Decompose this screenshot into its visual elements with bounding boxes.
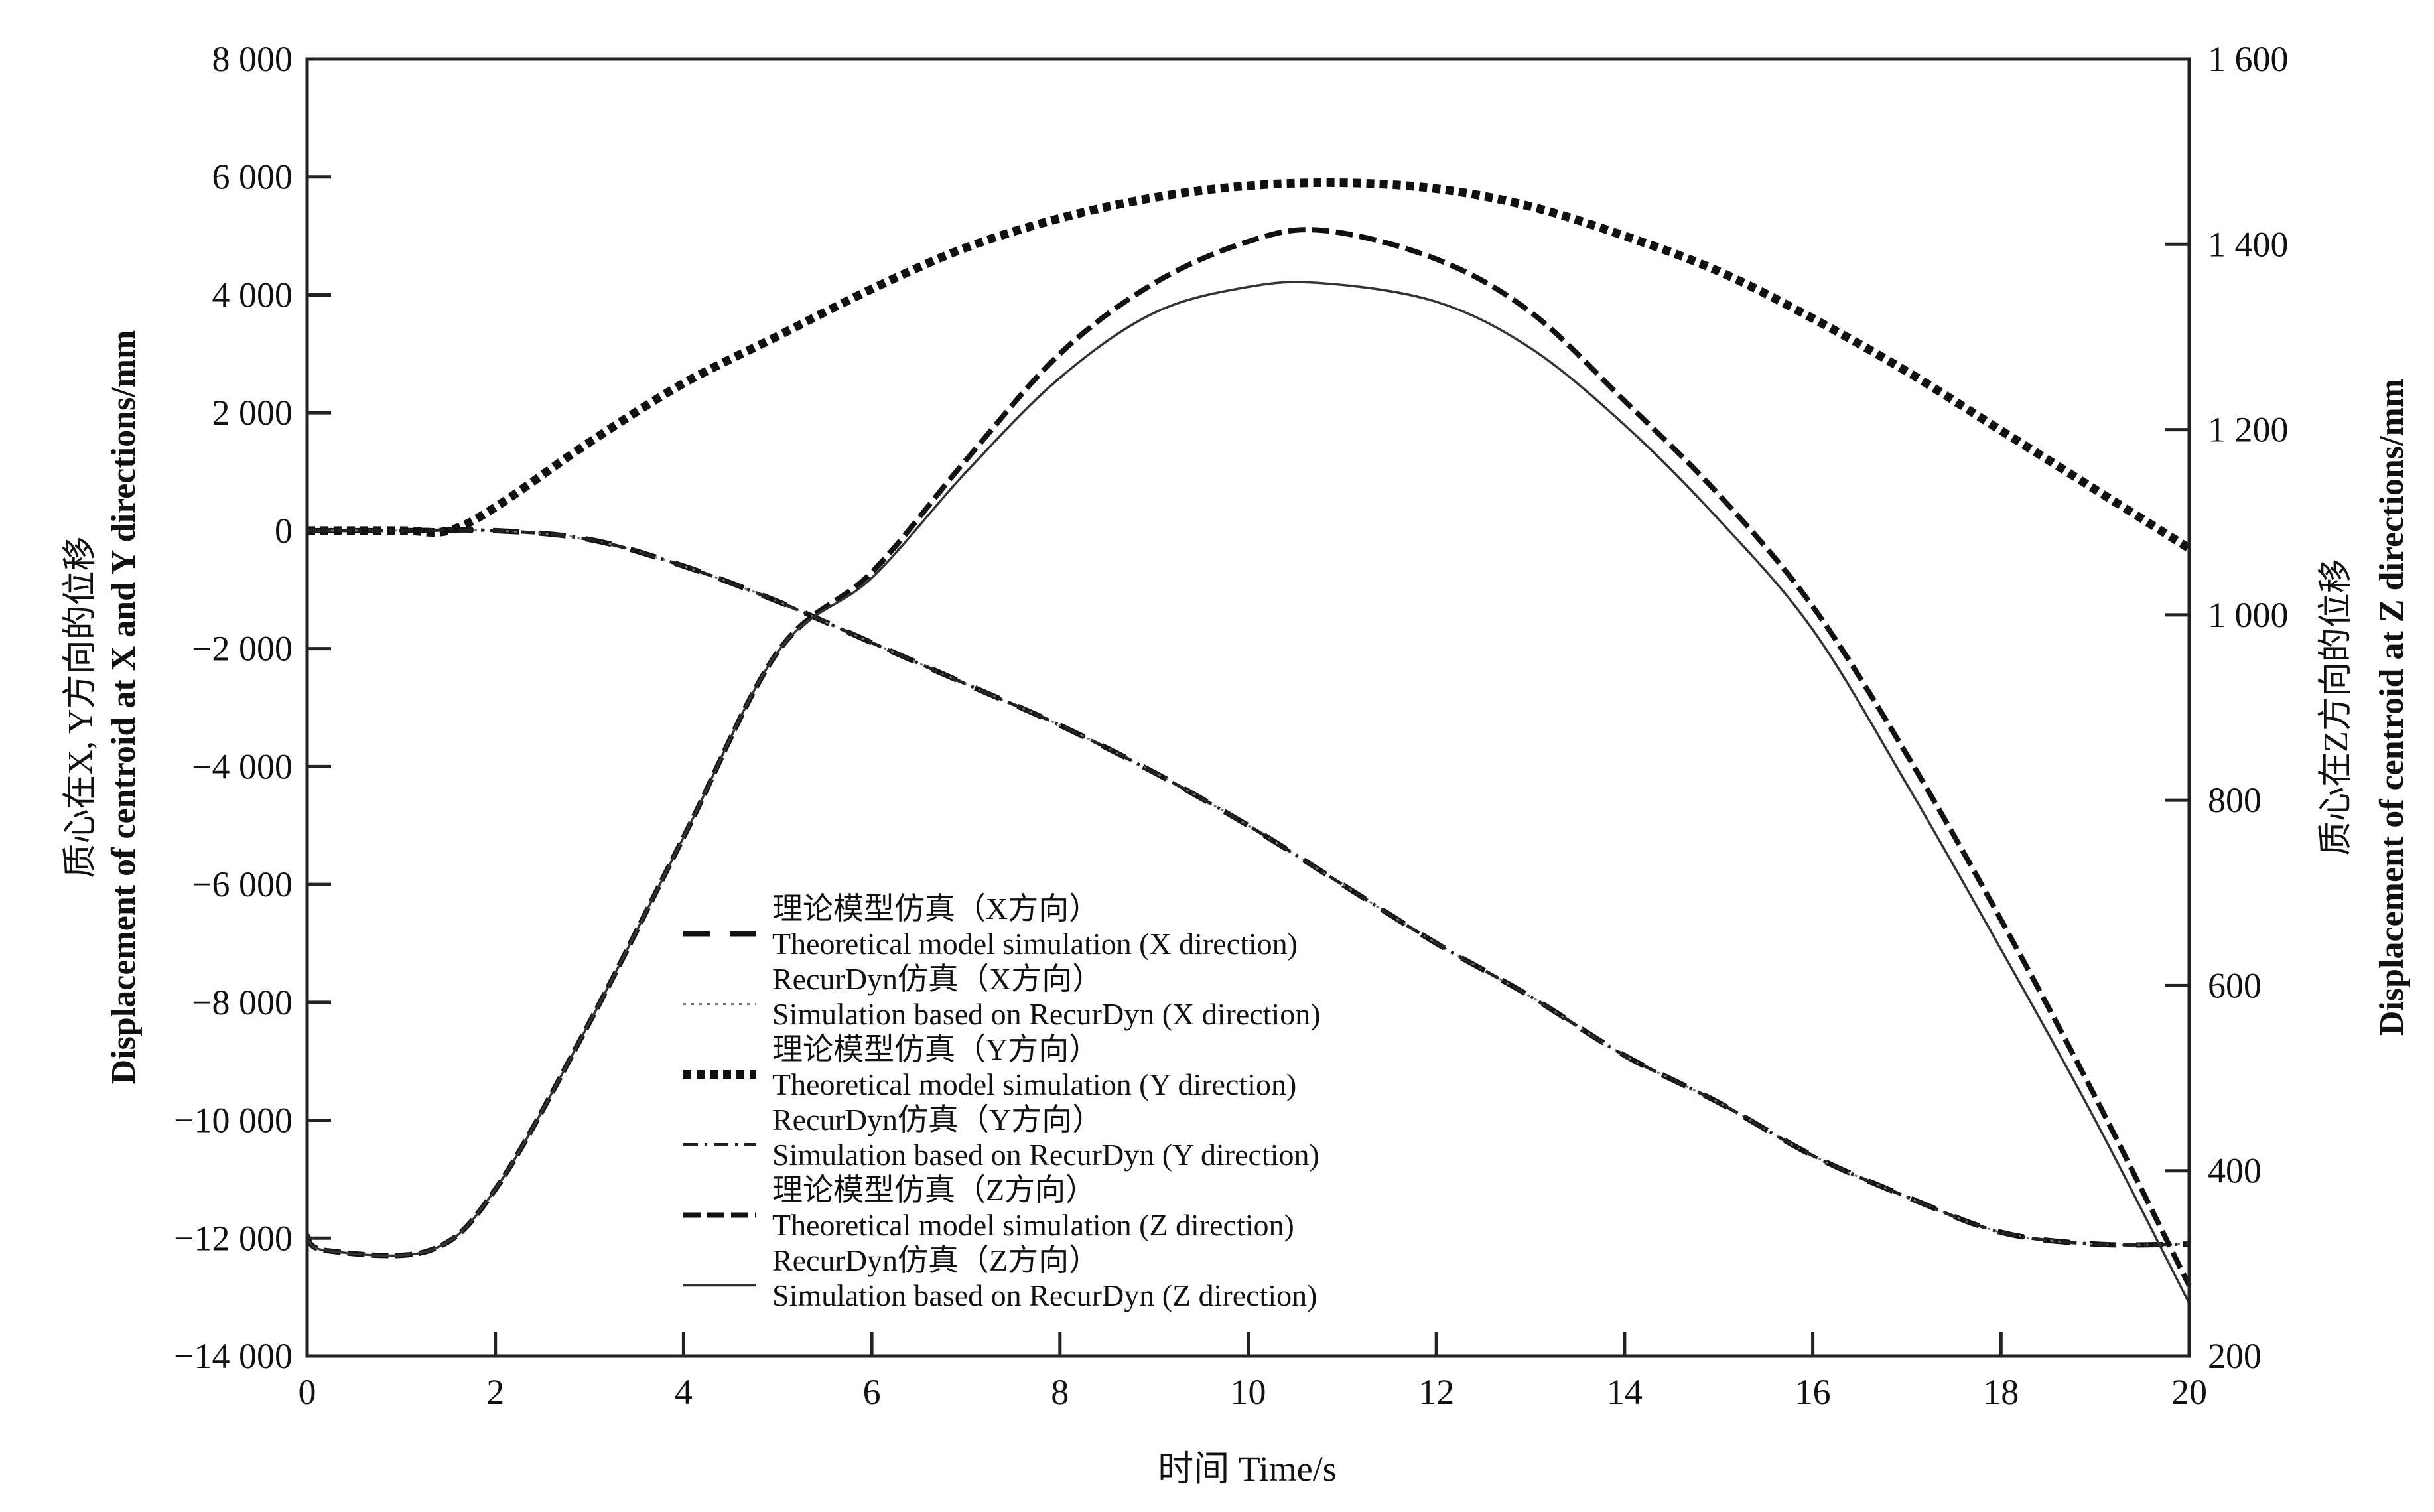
x-tick-label: 16 xyxy=(1795,1372,1831,1412)
y-right-tick-label: 1 200 xyxy=(2208,410,2289,450)
legend-label-cn: RecurDyn仿真（Z方向） xyxy=(772,1243,1099,1277)
x-axis-label: 时间 Time/s xyxy=(1158,1449,1337,1489)
y-left-tick-label: 8 000 xyxy=(212,39,293,79)
series-line-6 xyxy=(306,281,2191,1304)
y-right-tick-label: 200 xyxy=(2208,1336,2262,1376)
x-tick-label: 20 xyxy=(2171,1372,2207,1412)
legend-label-en: Theoretical model simulation (X directio… xyxy=(772,927,1298,961)
y-axis-left-label-cn: 质心在X, Y方向的位移 xyxy=(62,536,100,878)
plot-lines xyxy=(304,178,2192,1304)
legend-label-cn: 理论模型仿真（X方向） xyxy=(772,892,1099,926)
legend-label-cn: RecurDyn仿真（Y方向） xyxy=(772,1103,1103,1136)
y-left-tick-label: −4 000 xyxy=(192,746,293,786)
series-line-4 xyxy=(307,528,2190,1247)
y-left-tick-label: 4 000 xyxy=(212,275,293,314)
y-right-tick-label: 600 xyxy=(2208,965,2262,1005)
y-left-tick-label: −12 000 xyxy=(174,1218,293,1258)
y-left-tick-label: 2 000 xyxy=(212,393,293,433)
legend-label-en: Theoretical model simulation (Y directio… xyxy=(772,1067,1296,1101)
x-tick-label: 2 xyxy=(486,1372,504,1412)
legend-label-en: Simulation based on RecurDyn (Z directio… xyxy=(772,1278,1317,1312)
y-right-tick-label: 1 600 xyxy=(2208,39,2289,79)
legend-label-en: Theoretical model simulation (Z directio… xyxy=(772,1208,1294,1242)
y-right-tick-label: 400 xyxy=(2208,1151,2262,1191)
y-left-tick-label: −14 000 xyxy=(174,1336,293,1376)
x-tick-label: 0 xyxy=(299,1372,316,1412)
y-left-tick-label: 0 xyxy=(275,511,293,551)
axis-ticks: 0 2 4 6 8 10 12 14 16 18 20 8 000 6 000 4 000 2 000 0 −2… xyxy=(174,39,2288,1412)
x-tick-label: 12 xyxy=(1418,1372,1454,1412)
legend-label-cn: 理论模型仿真（Y方向） xyxy=(772,1032,1099,1066)
y-axis-right-label-en: Displacement of centroid at Z directions… xyxy=(2373,379,2411,1036)
x-tick-label: 18 xyxy=(1983,1372,2019,1412)
y-right-tick-label: 1 400 xyxy=(2208,224,2289,264)
legend-label-en: Simulation based on RecurDyn (Y directio… xyxy=(772,1138,1319,1172)
y-right-tick-label: 1 000 xyxy=(2208,595,2289,635)
y-left-tick-label: −10 000 xyxy=(174,1101,293,1140)
legend: 理论模型仿真（X方向）Theoretical model simulation … xyxy=(683,892,1321,1312)
legend-label-en: Simulation based on RecurDyn (X directio… xyxy=(772,997,1321,1031)
y-left-tick-label: 6 000 xyxy=(212,157,293,197)
legend-label-cn: 理论模型仿真（Z方向） xyxy=(772,1173,1096,1207)
x-tick-label: 6 xyxy=(863,1372,881,1412)
x-tick-label: 10 xyxy=(1231,1372,1266,1412)
y-left-tick-label: −8 000 xyxy=(192,983,293,1022)
x-tick-label: 8 xyxy=(1051,1372,1069,1412)
y-left-tick-label: −6 000 xyxy=(192,864,293,904)
y-right-tick-label: 800 xyxy=(2208,780,2262,820)
series-line-5 xyxy=(304,227,2192,1287)
x-tick-label: 4 xyxy=(675,1372,693,1412)
x-tick-label: 14 xyxy=(1607,1372,1643,1412)
legend-label-cn: RecurDyn仿真（X方向） xyxy=(772,962,1103,996)
y-left-tick-label: −2 000 xyxy=(192,629,293,669)
y-axis-left-label-en: Displacement of centroid at X and Y dire… xyxy=(105,330,143,1085)
y-axis-right-label-cn: 质心在Z方向的位移 xyxy=(2317,559,2355,856)
series-line-3 xyxy=(307,178,2192,553)
